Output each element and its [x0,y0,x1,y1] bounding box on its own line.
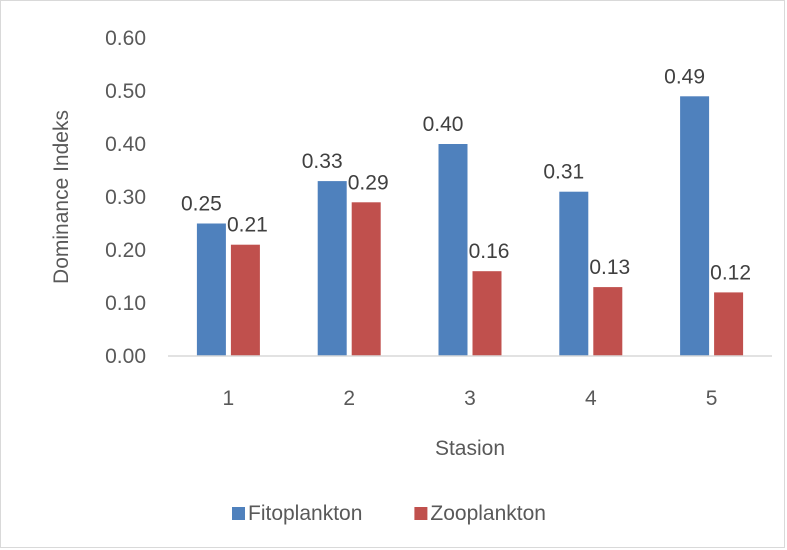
y-tick-label: 0.10 [105,292,146,315]
legend: Fitoplankton Zooplankton [232,502,546,525]
bars [196,96,744,357]
data-label-fitoplankton-3: 0.40 [423,113,464,136]
legend-label-zooplankton: Zooplankton [430,502,546,525]
data-label-fitoplankton-5: 0.49 [664,65,705,88]
data-label-zooplankton-5: 0.12 [710,261,751,284]
bar-zooplankton-1 [230,244,260,356]
x-tick-label: 2 [343,387,355,410]
bar-zooplankton-4 [593,287,623,356]
bar-zooplankton-5 [714,292,744,356]
bar-fitoplankton-3 [438,144,468,356]
x-tick-label: 4 [585,387,597,410]
data-label-zooplankton-2: 0.29 [348,171,389,194]
y-axis-title: Dominance Indeks [50,110,73,284]
y-tick-label: 0.40 [105,133,146,156]
bar-fitoplankton-2 [317,181,347,356]
y-tick-label: 0.30 [105,186,146,209]
bar-fitoplankton-4 [559,191,589,356]
data-label-fitoplankton-4: 0.31 [543,161,584,184]
x-tick-label: 5 [706,387,718,410]
y-tick-label: 0.50 [105,80,146,103]
data-label-zooplankton-4: 0.13 [589,256,630,279]
y-tick-label: 0.60 [105,27,146,50]
bar-fitoplankton-1 [196,223,226,356]
x-tick-label: 3 [464,387,476,410]
legend-swatch-fitoplankton [232,507,245,520]
data-labels: 0.250.21 0.330.29 0.40 0.16 0.31 0.13 0.49 0.12 [181,65,751,284]
x-tick-label: 1 [223,387,235,410]
y-axis-ticks: 0.00 0.10 0.20 0.30 0.40 0.50 0.60 [105,27,146,368]
y-tick-label: 0.00 [105,345,146,368]
y-tick-label: 0.20 [105,239,146,262]
bar-zooplankton-2 [351,202,381,356]
legend-label-fitoplankton: Fitoplankton [248,502,362,525]
x-axis-ticks: 1 2 3 4 5 [223,387,718,410]
data-label-fitoplankton-2: 0.33 [302,150,343,173]
legend-swatch-zooplankton [414,507,428,520]
data-label-zooplankton-3: 0.16 [469,240,510,263]
bar-zooplankton-3 [472,271,502,356]
x-axis-title: Stasion [435,437,505,460]
data-label-fitoplankton-1: 0.25 [181,193,222,216]
data-label-zooplankton-1: 0.21 [227,214,268,237]
bar-fitoplankton-5 [680,96,710,357]
